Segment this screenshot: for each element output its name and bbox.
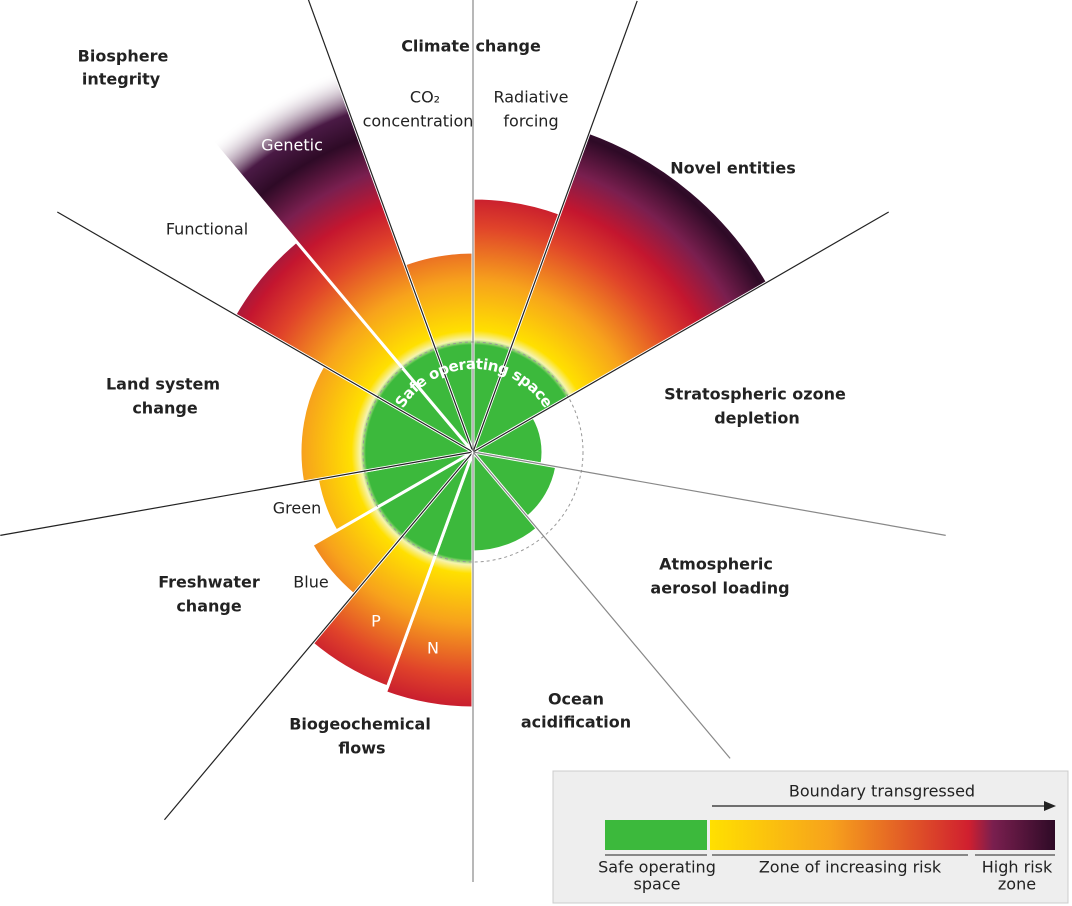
legend-arrowhead: [1044, 801, 1056, 811]
sub-label: Blue: [293, 573, 328, 592]
sub-label: Genetic: [261, 136, 323, 155]
legend-label: Safe operating: [598, 858, 716, 877]
boundary-label: Freshwater: [158, 573, 260, 592]
sub-label: N: [427, 639, 439, 658]
divider-line: [472, 451, 946, 536]
legend-safe-swatch: [605, 820, 707, 850]
divider-line: [0, 451, 474, 536]
boundary-label: Ocean: [548, 690, 604, 709]
divider-line: [472, 451, 731, 759]
boundary-label: Biogeochemical: [289, 715, 431, 734]
divider-line: [472, 211, 889, 453]
wedge: [470, 130, 770, 456]
wedge: [298, 363, 478, 484]
boundary-label: Atmospheric: [659, 555, 773, 574]
boundary-label: Stratospheric ozone: [664, 385, 846, 404]
boundary-label: change: [132, 399, 198, 418]
boundary-label: aerosol loading: [650, 579, 789, 598]
divider-line: [57, 211, 474, 453]
boundary-label: flows: [338, 739, 385, 758]
legend-label: space: [634, 875, 681, 894]
boundary-label: Climate change: [401, 37, 541, 56]
wedge: [188, 36, 475, 453]
legend-risk-swatch: [710, 820, 1055, 850]
boundary-label: integrity: [82, 70, 161, 89]
legend-label: Zone of increasing risk: [759, 858, 942, 877]
boundary-label: Biosphere: [78, 47, 169, 66]
sub-divider: [295, 240, 474, 453]
sub-label: Radiative: [493, 88, 568, 107]
sub-label: P: [371, 612, 381, 631]
boundary-label: acidification: [521, 713, 631, 732]
sub-label: concentration: [363, 112, 474, 131]
sub-divider: [311, 451, 474, 546]
sub-label: forcing: [503, 112, 558, 131]
boundary-label: Land system: [106, 375, 220, 394]
sub-label: Green: [273, 499, 321, 518]
legend-arrow-label: Boundary transgressed: [789, 782, 975, 801]
legend-label: High risk: [982, 858, 1053, 877]
sub-label: Functional: [166, 220, 248, 239]
wedges: [188, 36, 770, 710]
divider-line: [164, 451, 474, 821]
legend-label: zone: [998, 875, 1036, 894]
legend: Boundary transgressed Safe operating spa…: [552, 770, 1069, 904]
sub-label: CO₂: [410, 88, 440, 107]
boundary-label: Novel entities: [670, 159, 796, 178]
boundary-label: depletion: [714, 409, 800, 428]
divider-line: [307, 0, 474, 453]
divider-line: [472, 0, 638, 453]
divider-lines: [0, 0, 946, 882]
boundary-label: change: [176, 597, 242, 616]
